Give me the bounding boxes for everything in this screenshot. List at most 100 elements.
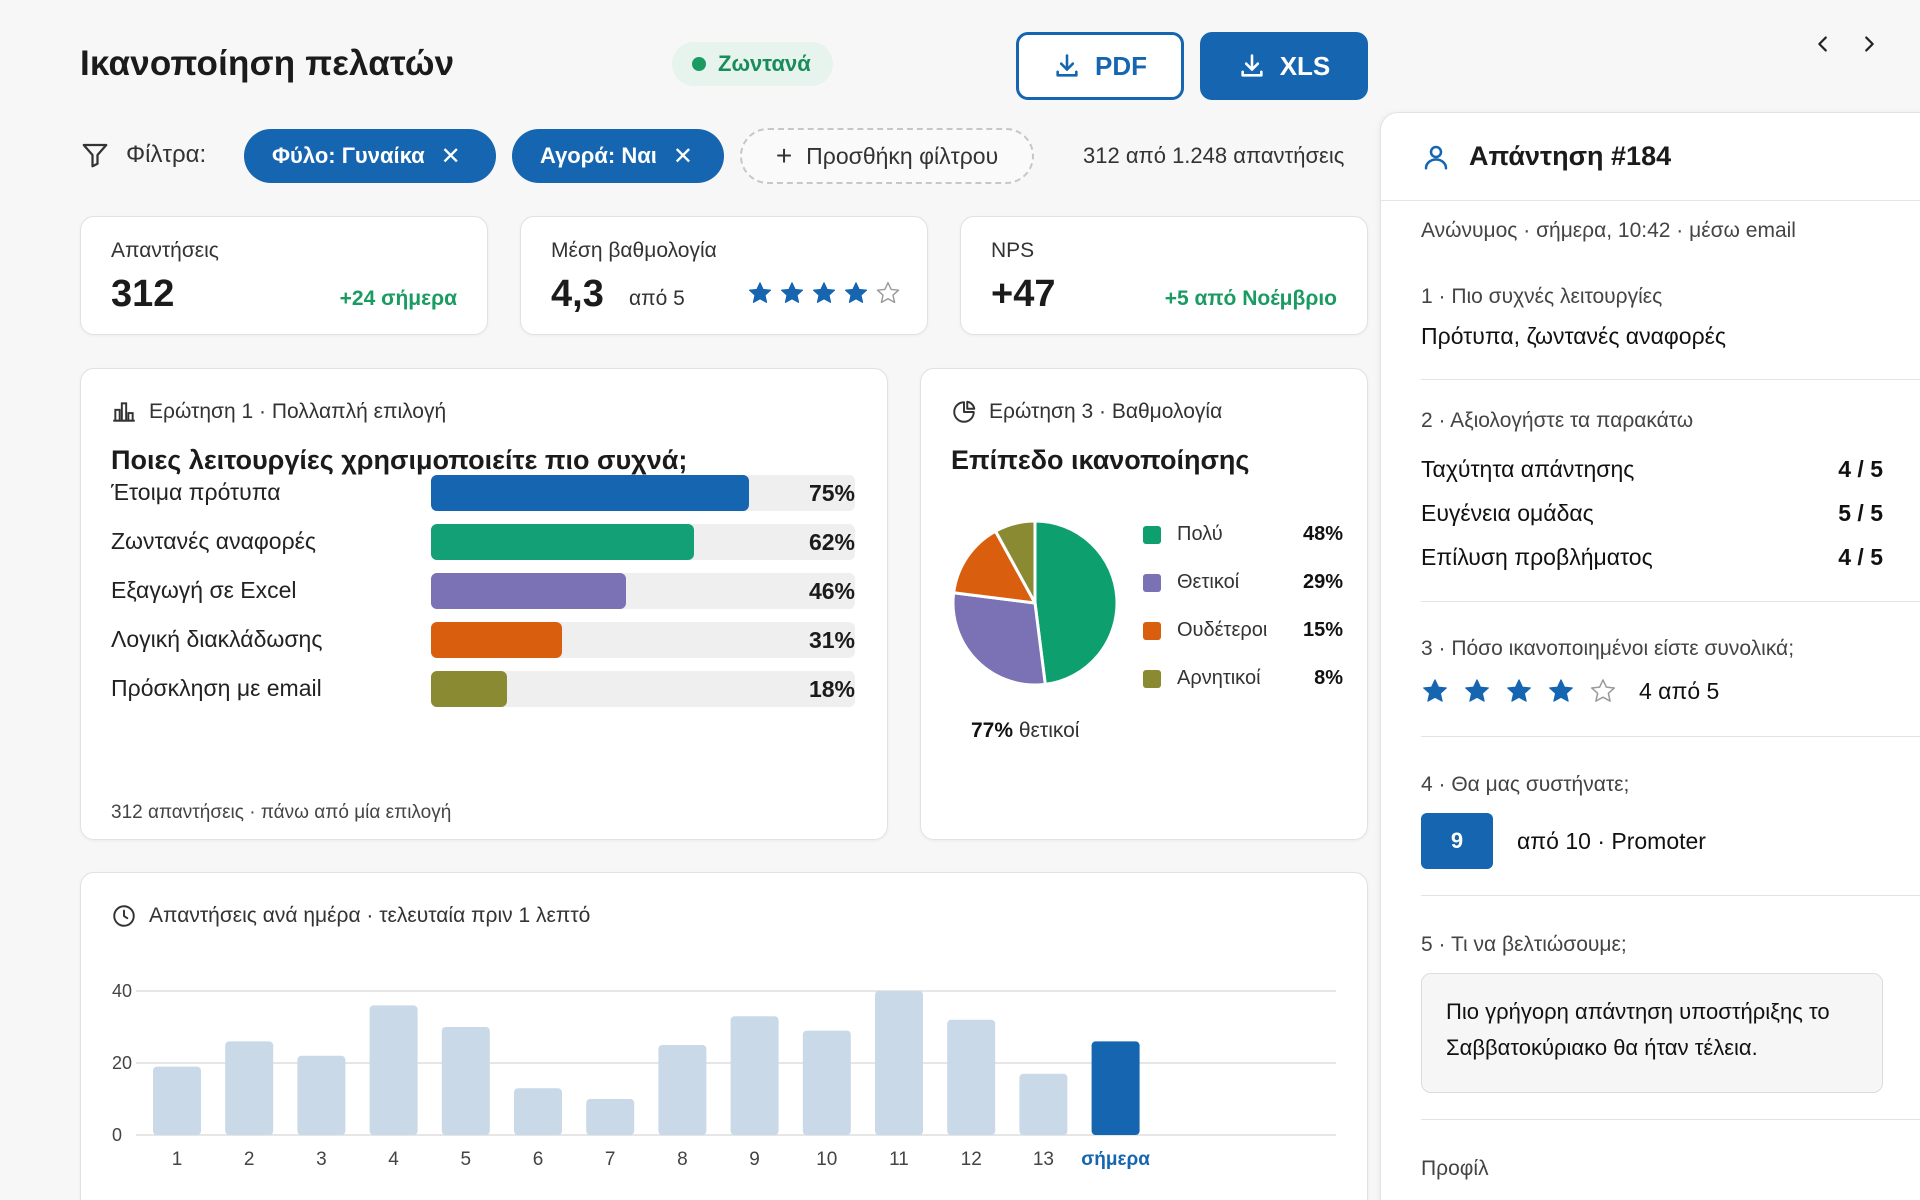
filter-chip-gender[interactable]: Φύλο: Γυναίκα ✕ bbox=[244, 129, 496, 183]
export-pdf-label: PDF bbox=[1095, 50, 1147, 81]
plus-icon: + bbox=[775, 140, 793, 171]
question-title: Επίπεδο ικανοποίησης bbox=[951, 445, 1250, 475]
card-meta: Ερώτηση 1 · Πολλαπλή επιλογή bbox=[111, 399, 446, 425]
question-label: 3 · Πόσο ικανοποιημένοι είστε συνολικά; bbox=[1421, 637, 1795, 660]
star-rating: 4 από 5 bbox=[1421, 677, 1719, 705]
bar-value-label: 31% bbox=[808, 627, 855, 653]
star-empty-icon bbox=[876, 282, 900, 304]
divider bbox=[1421, 601, 1920, 602]
kpi-value: 4,3 bbox=[551, 273, 604, 315]
filter-chip-purchase[interactable]: Αγορά: Ναι ✕ bbox=[512, 129, 724, 183]
pie-slice bbox=[993, 519, 1037, 605]
card-meta-text: Ερώτηση 3 · Βαθμολογία bbox=[989, 400, 1223, 423]
close-icon[interactable]: ✕ bbox=[672, 142, 693, 170]
card-meta: Απαντήσεις ανά ημέρα · τελευταία πριν 1 … bbox=[111, 903, 590, 929]
card-meta-text: Ερώτηση 1 · Πολλαπλή επιλογή bbox=[149, 400, 447, 423]
question-3-card: Ερώτηση 3 · Βαθμολογία Επίπεδο ικανοποίη… bbox=[920, 368, 1368, 840]
star-filled-icon bbox=[1465, 679, 1489, 702]
kpi-label: Απαντήσεις bbox=[111, 239, 219, 262]
legend-value: 15% bbox=[1302, 619, 1343, 641]
filter-chip-label: Αγορά: Ναι bbox=[540, 143, 657, 168]
add-filter-label: Προσθήκη φίλτρου bbox=[806, 142, 999, 169]
rating-value: 4 / 5 bbox=[1838, 456, 1883, 482]
pie-caption-value: 77% bbox=[971, 719, 1014, 742]
question-label: 5 · Τι να βελτιώσουμε; bbox=[1421, 933, 1627, 956]
legend-item: Αρνητικοί 8% bbox=[1143, 665, 1343, 693]
star-rating bbox=[747, 280, 901, 306]
card-meta: Ερώτηση 3 · Βαθμολογία bbox=[951, 399, 1222, 425]
panel-title: Απάντηση #184 bbox=[1469, 141, 1672, 171]
export-pdf-button[interactable]: PDF bbox=[1016, 32, 1184, 100]
x-tick-label: 8 bbox=[677, 1149, 688, 1170]
kpi-delta: +5 από Νοέμβριο bbox=[1164, 287, 1337, 310]
rating-label: Ταχύτητα απάντησης bbox=[1421, 456, 1635, 482]
kpi-value: 312 bbox=[111, 273, 175, 315]
legend-swatch bbox=[1143, 622, 1161, 640]
bar bbox=[369, 1005, 418, 1135]
legend-item: Ουδέτεροι 15% bbox=[1143, 617, 1343, 645]
next-response-button[interactable] bbox=[1852, 26, 1886, 62]
export-xls-button[interactable]: XLS bbox=[1200, 32, 1368, 100]
pie-caption-text: θετικοί bbox=[1018, 719, 1080, 742]
download-icon bbox=[1241, 54, 1263, 77]
bar-value-label: 62% bbox=[808, 529, 855, 555]
x-tick-label: 2 bbox=[244, 1149, 255, 1170]
question-label: 1 · Πιο συχνές λειτουργίες bbox=[1421, 285, 1663, 308]
bar bbox=[153, 1066, 201, 1135]
pie-caption: 77% θετικοί bbox=[971, 719, 1079, 743]
x-tick-label: 7 bbox=[605, 1149, 616, 1170]
page-title: Ικανοποίηση πελατών bbox=[80, 44, 455, 83]
close-icon[interactable]: ✕ bbox=[440, 142, 461, 170]
export-xls-label: XLS bbox=[1279, 50, 1331, 81]
bar bbox=[658, 1045, 707, 1135]
bar bbox=[431, 622, 563, 658]
x-tick-label: 3 bbox=[316, 1149, 327, 1170]
stars-group bbox=[1421, 677, 1617, 705]
live-status-badge: Ζωντανά bbox=[672, 42, 833, 86]
star-filled-icon bbox=[780, 282, 804, 303]
rating-row: Ταχύτητα απάντησης 4 / 5 bbox=[1421, 456, 1883, 483]
bar bbox=[875, 991, 923, 1135]
x-tick-label: 11 bbox=[889, 1149, 909, 1170]
add-filter-button[interactable]: + Προσθήκη φίλτρου bbox=[740, 128, 1034, 184]
legend-label: Αρνητικοί bbox=[1177, 667, 1261, 689]
divider bbox=[1421, 736, 1920, 737]
previous-response-button[interactable] bbox=[1806, 26, 1840, 62]
legend-value: 48% bbox=[1302, 523, 1343, 545]
rating-text: 4 από 5 bbox=[1639, 677, 1720, 704]
panel-header: Απάντηση #184 bbox=[1381, 113, 1920, 201]
legend-swatch bbox=[1143, 526, 1161, 544]
pie-slice bbox=[951, 591, 1047, 687]
nps-score-text: από 10 · Promoter bbox=[1517, 828, 1706, 854]
clock-icon bbox=[113, 905, 135, 927]
star-filled-icon bbox=[1549, 679, 1573, 702]
divider bbox=[1421, 895, 1920, 896]
y-tick-label: 20 bbox=[112, 1053, 132, 1073]
panel-title-group: Απάντηση #184 bbox=[1421, 141, 1671, 172]
bar-label: Πρόσκληση με email bbox=[111, 675, 322, 701]
bar-chart-icon bbox=[113, 402, 135, 422]
bar bbox=[1091, 1041, 1140, 1135]
filters-label-group: Φίλτρα: bbox=[80, 140, 206, 170]
star-empty-icon bbox=[1590, 679, 1616, 702]
question-label: 2 · Αξιολογήστε τα παρακάτω bbox=[1421, 409, 1694, 432]
card-meta-text: Απαντήσεις ανά ημέρα · τελευταία πριν 1 … bbox=[149, 904, 591, 927]
star-filled-icon bbox=[812, 282, 836, 303]
pie-slice bbox=[952, 529, 1037, 605]
bar bbox=[225, 1041, 274, 1135]
card-footer: 312 απαντήσεις · πάνω από μία επιλογή bbox=[111, 802, 452, 823]
x-tick-label: 5 bbox=[461, 1149, 472, 1170]
response-meta: Ανώνυμος · σήμερα, 10:42 · μέσω email bbox=[1421, 219, 1796, 242]
star-filled-icon bbox=[1423, 679, 1447, 702]
bar-value-label: 75% bbox=[808, 480, 855, 506]
filter-icon bbox=[82, 143, 108, 168]
pie-slice bbox=[1033, 519, 1119, 686]
x-tick-label: σήμερα bbox=[1081, 1149, 1150, 1170]
bar bbox=[431, 671, 508, 707]
bar bbox=[297, 1055, 346, 1135]
rating-row: Επίλυση προβλήματος 4 / 5 bbox=[1421, 544, 1883, 571]
kpi-suffix: από 5 bbox=[629, 287, 685, 310]
rating-value: 5 / 5 bbox=[1838, 500, 1883, 526]
x-tick-label: 13 bbox=[1033, 1149, 1054, 1170]
